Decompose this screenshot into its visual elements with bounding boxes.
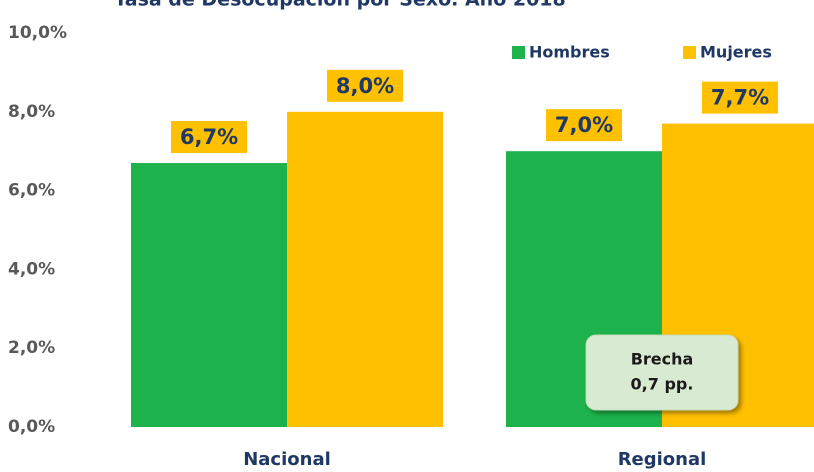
y-tick-label: 0,0% <box>8 417 55 437</box>
legend-label: Mujeres <box>700 43 772 62</box>
y-tick-label: 10,0% <box>8 23 67 43</box>
value-label-box <box>702 81 778 114</box>
legend-label: Hombres <box>529 43 610 62</box>
bar <box>287 111 443 428</box>
x-tick-label: Nacional <box>243 449 331 470</box>
value-label-box <box>546 109 622 142</box>
annotation-text: 0,7 pp. <box>631 375 694 394</box>
bar <box>131 163 287 427</box>
legend-swatch <box>683 46 696 59</box>
y-tick-label: 2,0% <box>8 338 55 358</box>
y-tick-label: 4,0% <box>8 259 55 279</box>
annotation-text: Brecha <box>631 350 694 369</box>
legend-swatch <box>512 46 525 59</box>
x-tick-label: Regional <box>618 449 707 470</box>
y-tick-label: 6,0% <box>8 181 55 201</box>
value-label-box <box>171 121 247 154</box>
value-label: 7,7% <box>711 86 769 110</box>
y-tick-label: 8,0% <box>8 102 55 122</box>
value-label: 8,0% <box>336 74 394 98</box>
value-label: 6,7% <box>180 125 238 149</box>
chart-title: Tasa de Desocupación por Sexo. Año 2018 <box>114 0 566 11</box>
value-label: 7,0% <box>555 113 613 137</box>
annotation: Brecha 0,7 pp. <box>585 334 739 411</box>
value-label-box <box>327 69 403 102</box>
annotation-box <box>585 334 739 411</box>
